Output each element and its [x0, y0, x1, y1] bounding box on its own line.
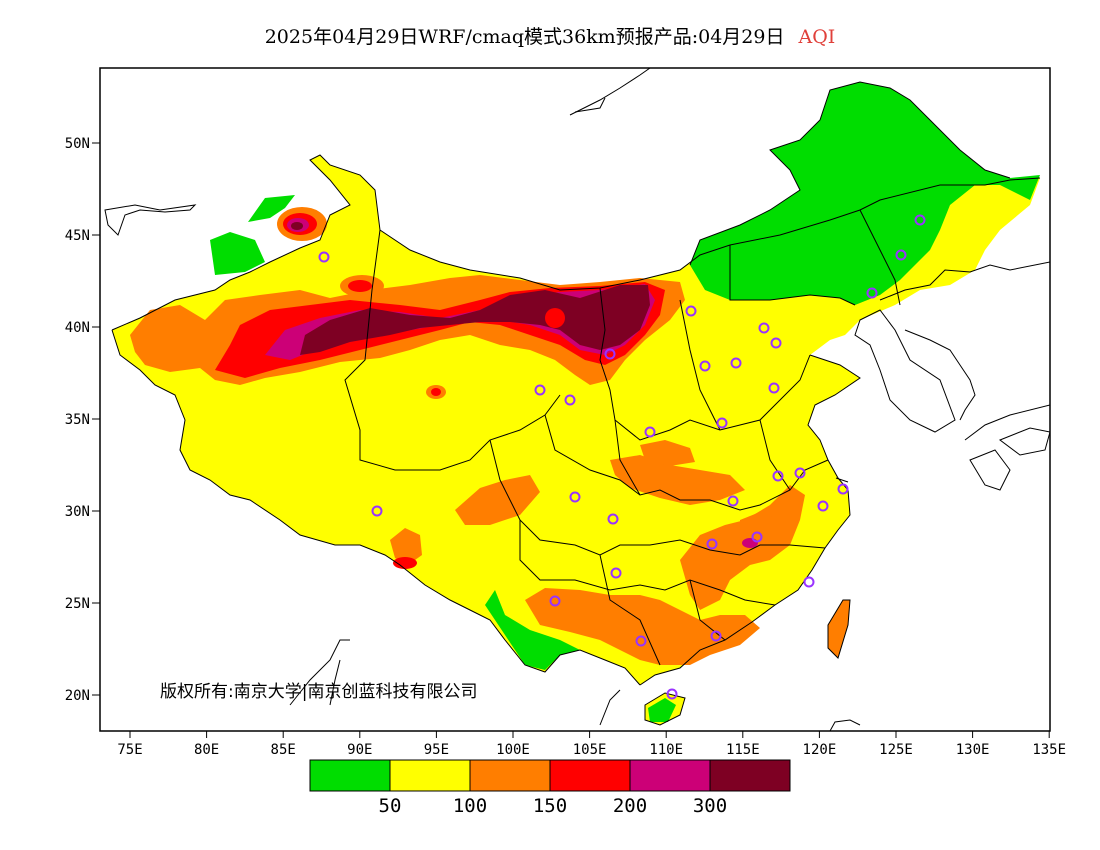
colorbar: 50 100 150 200 300: [309, 759, 791, 817]
island-taiwan: [827, 599, 851, 659]
colorbar-label: 100: [453, 795, 487, 817]
region-light-tibet: [390, 528, 422, 565]
region-good-hainan: [648, 698, 676, 722]
colorbar-swatch: [709, 759, 791, 792]
hotspot-severe: [545, 308, 565, 328]
colorbar-label: 300: [693, 795, 727, 817]
y-tick-label: 35N: [65, 412, 90, 428]
region-light-west-patch: [640, 440, 695, 466]
x-axis: 75E 80E 85E 90E 95E 100E 105E 110E 115E 120E 125E 1…: [117, 731, 1066, 758]
colorbar-swatch: [469, 759, 551, 792]
x-tick-label: 120E: [803, 742, 837, 758]
colorbar-label: 50: [379, 795, 402, 817]
title-main: 2025年04月29日WRF/cmaq模式36km预报产品:04月29日: [264, 26, 785, 48]
region-light-central-3: [680, 485, 805, 610]
region-good-west: [210, 232, 265, 275]
x-tick-label: 105E: [573, 742, 607, 758]
x-tick-label: 135E: [1032, 742, 1066, 758]
colorbar-swatch: [389, 759, 471, 792]
x-tick-label: 125E: [879, 742, 913, 758]
y-tick-label: 30N: [65, 504, 90, 520]
y-tick-label: 25N: [65, 596, 90, 612]
colorbar-swatch: [629, 759, 711, 792]
map-title: 2025年04月29日WRF/cmaq模式36km预报产品:04月29日 AQI: [0, 22, 1100, 49]
map-frame: [99, 67, 1051, 732]
x-tick-label: 80E: [194, 742, 219, 758]
region-light-central-1: [455, 475, 540, 525]
colorbar-label: 200: [613, 795, 647, 817]
region-light-central-2: [610, 455, 745, 505]
hotspot-medium-2: [348, 280, 372, 292]
y-tick-label: 50N: [65, 136, 90, 152]
colorbar-label: 150: [533, 795, 567, 817]
copyright-text: 版权所有:南京大学|南京创蓝科技有限公司: [160, 682, 477, 702]
hotspot-medium-tibet: [393, 557, 417, 569]
region-severe-northwest: [300, 285, 650, 355]
hotspot-heavy-south: [742, 538, 758, 548]
region-good-south: [485, 590, 580, 670]
y-tick-label: 20N: [65, 688, 90, 704]
hotspot-medium-3: [431, 388, 441, 396]
colorbar-swatch: [549, 759, 631, 792]
y-axis: 50N 45N 40N 35N 30N 25N 20N: [65, 136, 100, 704]
x-tick-label: 100E: [496, 742, 530, 758]
title-variable: AQI: [798, 26, 836, 48]
x-tick-label: 90E: [347, 742, 372, 758]
station-markers: [318, 214, 926, 700]
y-tick-label: 40N: [65, 320, 90, 336]
region-good-northwest: [248, 195, 295, 222]
hotspot-severe-1: [291, 222, 303, 230]
x-tick-label: 75E: [117, 742, 142, 758]
x-tick-label: 95E: [424, 742, 449, 758]
x-tick-label: 115E: [726, 742, 760, 758]
x-tick-label: 130E: [956, 742, 990, 758]
x-tick-label: 110E: [649, 742, 683, 758]
map-area: [104, 68, 1050, 731]
x-tick-label: 85E: [271, 742, 296, 758]
boundaries: [104, 68, 1050, 731]
region-good-northeast: [690, 82, 1040, 305]
y-tick-label: 45N: [65, 228, 90, 244]
colorbar-swatch: [309, 759, 391, 792]
